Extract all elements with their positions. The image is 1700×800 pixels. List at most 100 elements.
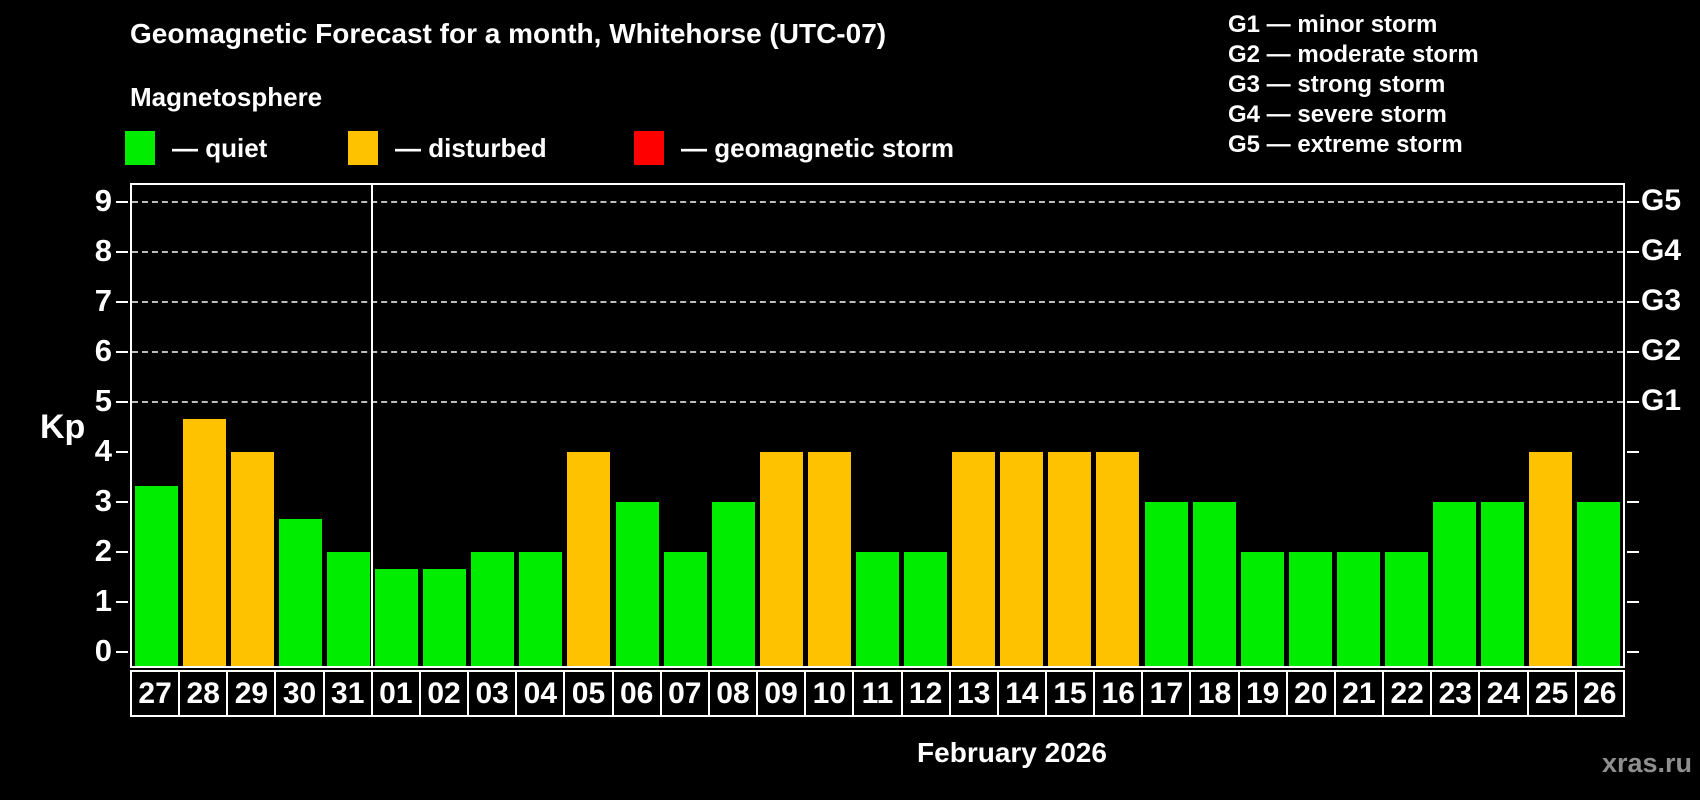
y-tick-right-5 [1627,401,1639,403]
y-tick-label-0: 0 [94,633,112,668]
x-label-day-03: 03 [467,670,518,717]
storm-scale-g5: G5 — extreme storm [1228,131,1463,158]
y-tick-right-8 [1627,251,1639,253]
x-label-day-10: 10 [804,670,855,717]
x-axis-day-labels: 27 28 29 30 31 01 02 03 04 05 06 07 08 09 10 11 12 13 14 15… [130,670,1625,717]
x-label-day-13: 13 [948,670,999,717]
storm-scale-g3: G3 — strong storm [1228,71,1446,98]
legend-label-storm: — geomagnetic storm [681,132,955,163]
bar-day-18 [1192,502,1236,666]
gridline-kp6 [132,351,1623,353]
x-label-day-04: 04 [515,670,566,717]
bar-day-11 [856,552,899,666]
y-tick-right-7 [1627,301,1639,303]
plot-area: 0 1 2 3 4 5 6 7 8 9 G1 G2 G3 G4 G5 [95,183,1681,668]
storm-scale-legend: G1 — minor storm G2 — moderate storm G3 … [1228,10,1479,160]
bar-day-10 [807,452,851,666]
y-tick-left-2 [116,551,128,553]
x-label-day-25: 25 [1526,670,1577,717]
gridline-kp8 [132,251,1623,253]
y-tick-right-9 [1627,201,1639,203]
g-scale-label-g2: G2 [1641,334,1682,367]
x-label-day-24: 24 [1478,670,1529,717]
y-tick-label-1: 1 [94,583,112,618]
y-tick-left-6 [116,351,128,353]
bar-day-06 [615,502,659,666]
x-label-day-30: 30 [274,670,325,717]
bar-day-24 [1481,502,1525,666]
y-axis-title: Kp [40,408,86,446]
bar-day-01 [375,568,419,666]
y-tick-left-3 [116,501,128,503]
x-label-day-31: 31 [322,670,373,717]
x-label-day-01: 01 [370,670,421,717]
y-tick-left-4 [116,451,128,453]
g-scale-label-g5: G5 [1641,184,1682,217]
x-label-day-15: 15 [1044,670,1096,717]
bar-day-03 [471,552,515,666]
y-tick-label-6: 6 [94,333,112,368]
storm-scale-g4: G4 — severe storm [1228,101,1447,128]
x-label-day-28: 28 [178,670,229,717]
bar-day-23 [1433,502,1477,666]
y-tick-left-9 [116,201,128,203]
bar-day-28 [182,418,226,666]
x-label-day-14: 14 [996,670,1047,717]
storm-scale-g2: G2 — moderate storm [1228,41,1479,68]
gridline-kp5 [132,401,1623,403]
gridline-kp9 [132,201,1623,203]
x-label-day-23: 23 [1430,670,1481,717]
bar-day-02 [423,568,467,666]
y-tick-right-3 [1627,501,1639,503]
y-tick-label-2: 2 [94,533,112,568]
bar-day-07 [663,552,707,666]
bar-day-21 [1336,552,1380,666]
y-tick-right-4 [1627,451,1639,453]
bar-day-13 [952,452,996,666]
bar-day-20 [1288,552,1332,666]
y-tick-label-8: 8 [94,233,112,268]
x-label-day-16: 16 [1093,670,1144,717]
bar-day-22 [1385,552,1429,666]
x-label-day-07: 07 [659,670,710,717]
storm-scale-g1: G1 — minor storm [1228,11,1438,38]
x-label-day-17: 17 [1141,670,1192,717]
x-label-day-08: 08 [707,670,759,717]
x-label-day-06: 06 [611,670,662,717]
y-tick-left-1 [116,601,128,603]
bar-day-14 [1000,452,1044,666]
bar-day-08 [711,502,755,666]
bar-day-04 [519,552,563,666]
y-tick-right-1 [1627,601,1639,603]
bar-day-27 [134,485,178,666]
y-tick-right-2 [1627,551,1639,553]
x-label-day-11: 11 [852,670,903,717]
legend-label-disturbed: — disturbed [395,132,547,163]
bar-day-16 [1096,452,1140,666]
bar-day-29 [230,452,274,666]
x-label-day-18: 18 [1189,670,1240,717]
x-axis-title: February 2026 [917,737,1107,768]
y-tick-left-8 [116,251,128,253]
bar-day-17 [1144,502,1188,666]
bar-day-09 [759,452,803,666]
x-label-day-19: 19 [1237,670,1288,717]
legend-label-quiet: — quiet [172,132,268,163]
subtitle-magnetosphere: Magnetosphere [130,82,323,112]
gridline-kp7 [132,301,1623,303]
x-label-day-12: 12 [900,670,951,717]
legend-item-quiet: — quiet [125,131,267,165]
g-scale-label-g1: G1 [1641,384,1682,417]
g-scale-label-g4: G4 [1641,234,1682,267]
bar-day-19 [1240,552,1284,666]
x-label-day-05: 05 [563,670,614,717]
watermark: xras.ru [1601,748,1692,778]
y-tick-right-0 [1627,651,1639,653]
y-tick-label-4: 4 [94,433,112,468]
bar-day-12 [904,552,948,666]
y-tick-left-7 [116,301,128,303]
y-tick-left-0 [116,651,128,653]
bar-day-26 [1577,502,1621,666]
legend-item-disturbed: — disturbed [348,131,547,165]
